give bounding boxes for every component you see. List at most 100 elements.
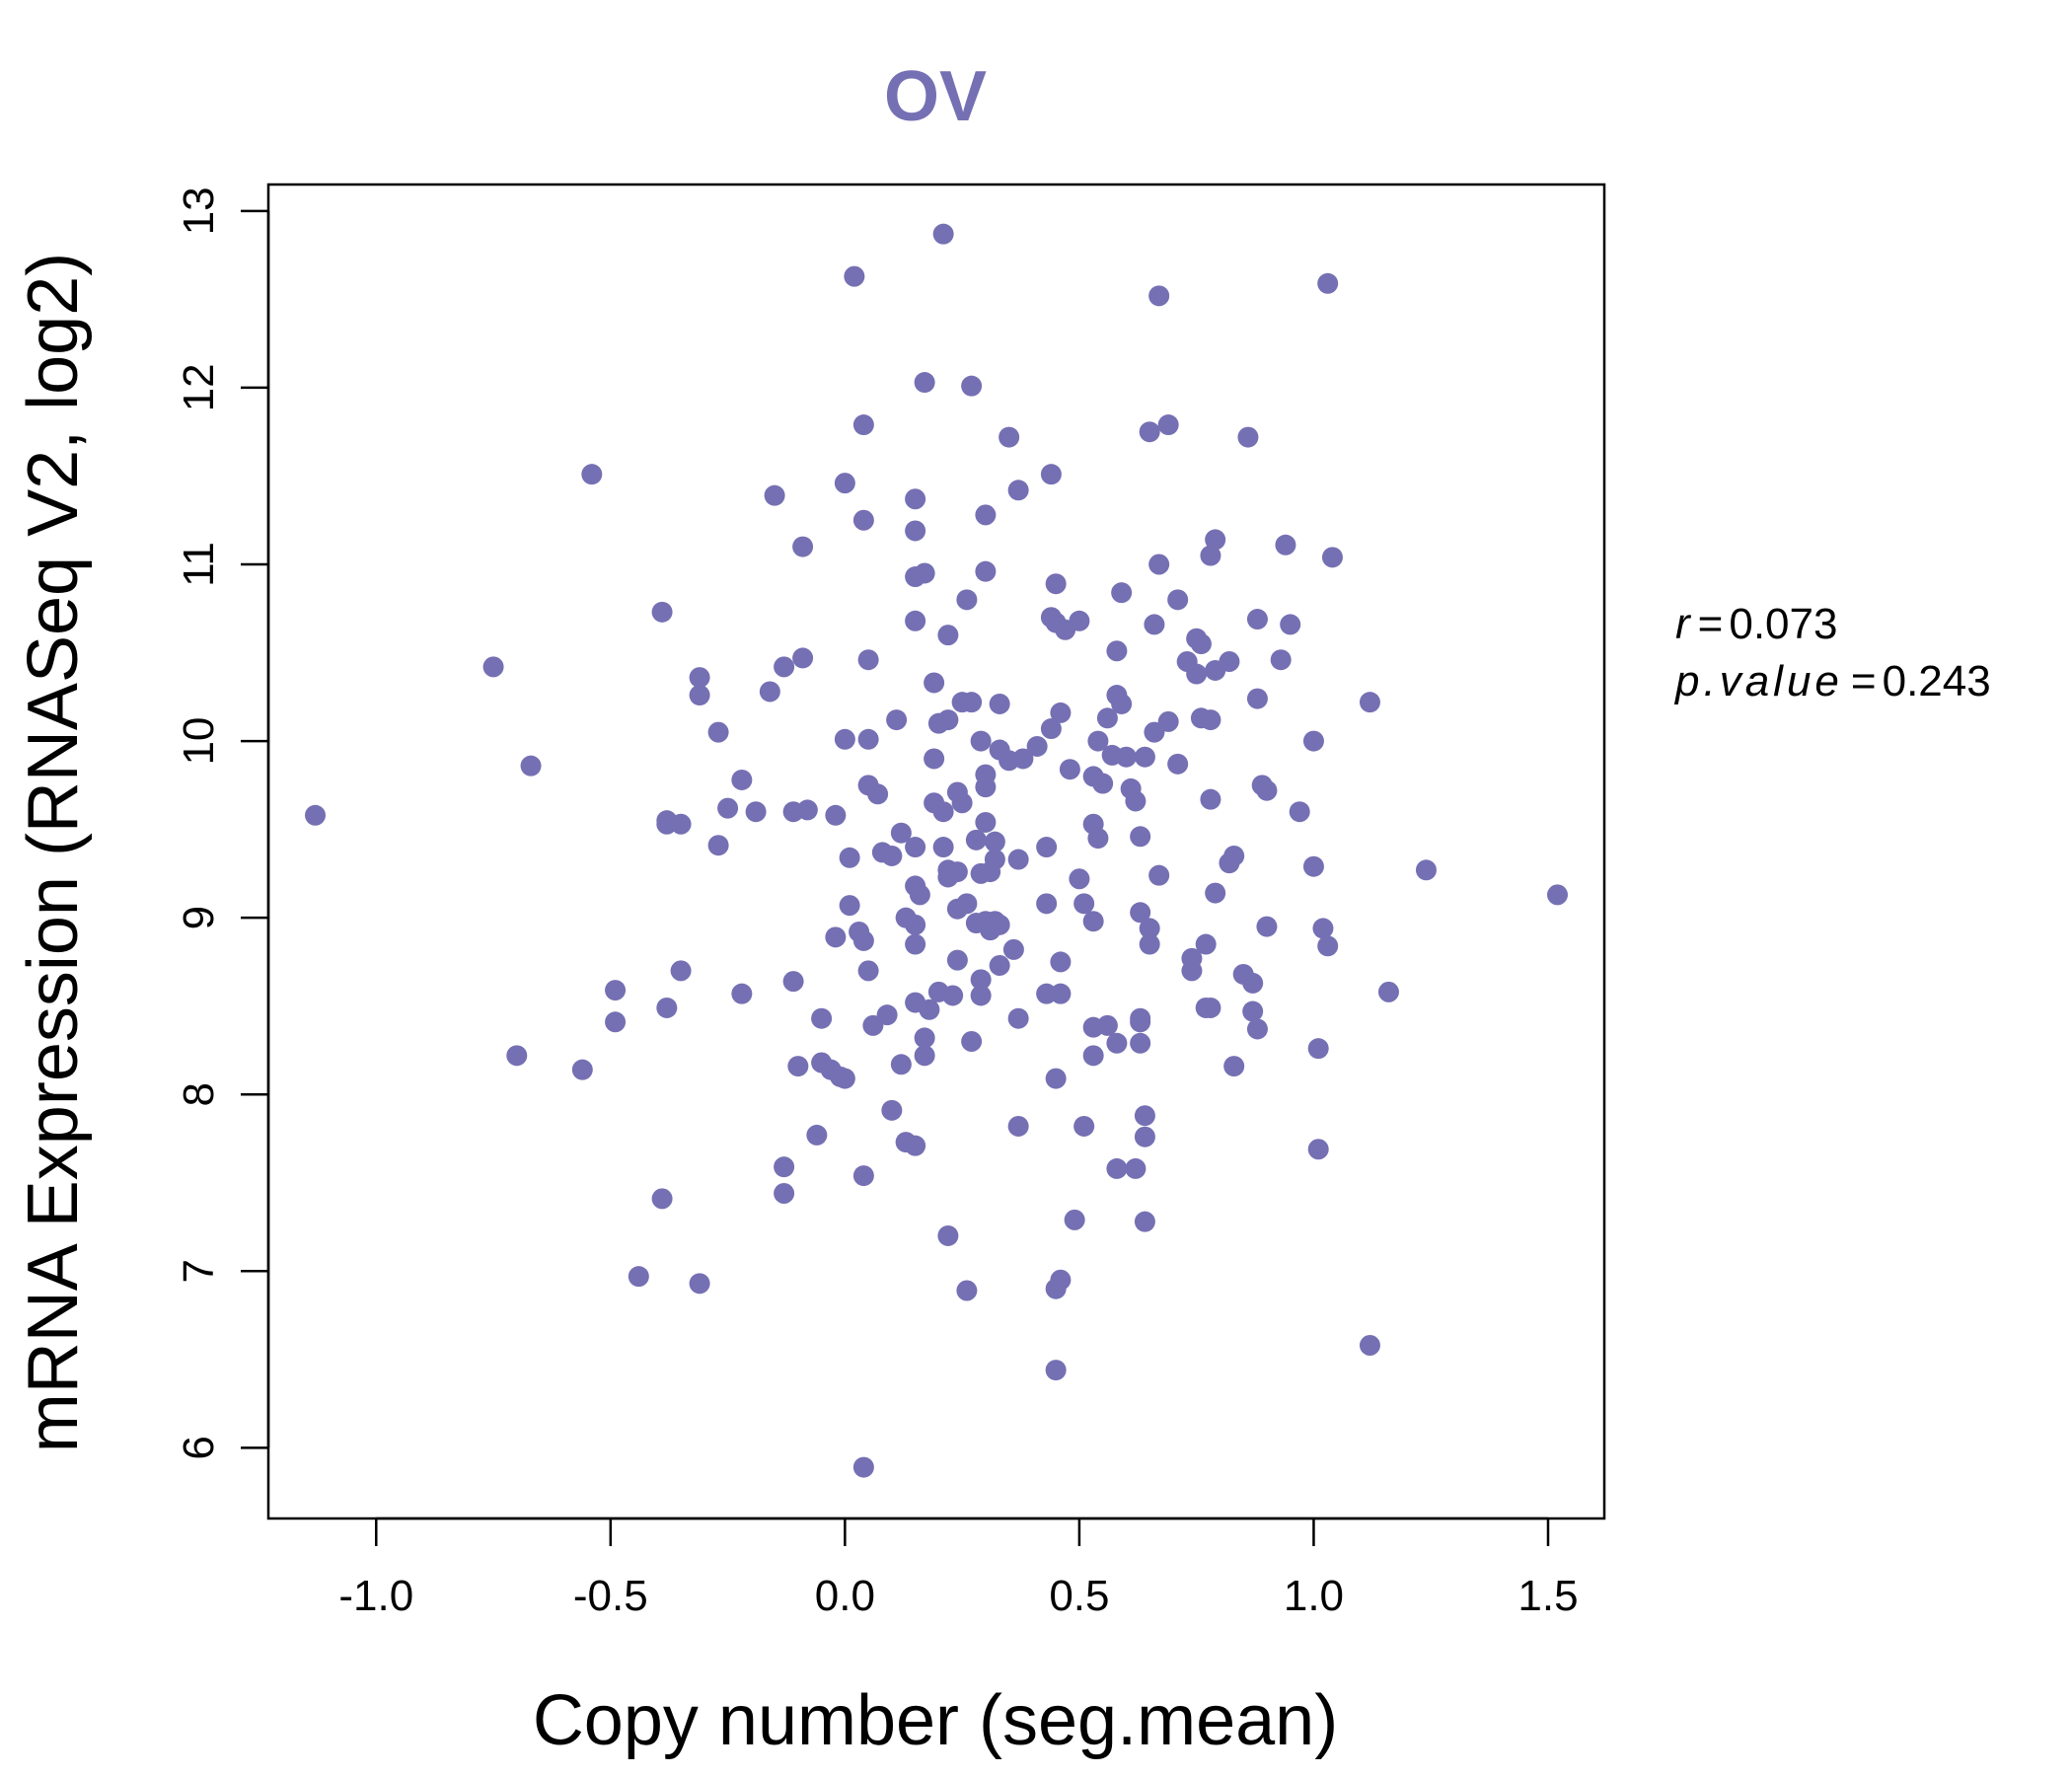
data-point: [1002, 938, 1024, 960]
data-point: [989, 693, 1010, 714]
data-point: [970, 730, 992, 752]
p-label: p.value: [1673, 657, 1843, 705]
data-point: [581, 464, 603, 485]
data-point: [506, 1045, 528, 1067]
data-point: [707, 835, 729, 856]
data-point: [1195, 933, 1217, 955]
data-point: [787, 1056, 809, 1077]
data-point: [1317, 272, 1339, 294]
data-point: [745, 801, 767, 823]
data-point: [975, 811, 997, 833]
data-point: [1270, 649, 1292, 671]
data-point: [1040, 718, 1062, 740]
data-point: [1415, 859, 1437, 881]
data-point: [670, 960, 692, 982]
data-point: [774, 1156, 795, 1178]
data-point: [834, 1068, 855, 1089]
data-point: [857, 960, 879, 982]
data-point: [520, 755, 542, 777]
data-point: [782, 971, 804, 993]
data-point: [1200, 545, 1221, 566]
data-point: [670, 813, 692, 835]
data-point: [1256, 916, 1278, 937]
data-point: [1045, 1278, 1067, 1299]
data-point: [482, 656, 504, 678]
data-point: [1186, 663, 1208, 685]
data-point: [811, 1007, 833, 1029]
data-point: [946, 949, 968, 971]
data-point: [1073, 893, 1095, 915]
data-point: [571, 1059, 593, 1080]
data-point: [1087, 828, 1109, 850]
y-tick-label: 8: [175, 1082, 223, 1106]
data-point: [1007, 1115, 1029, 1137]
x-axis: -1.0 -0.5 0.0 0.5 1.0 1.5: [338, 1517, 1579, 1620]
y-tick-label: 10: [175, 717, 223, 766]
data-point: [792, 536, 814, 557]
data-point: [1050, 702, 1072, 723]
svg-text:r=0.073: r = 0.073: [1675, 600, 1837, 648]
data-point: [905, 610, 926, 631]
data-point: [1106, 1032, 1128, 1054]
data-point: [1359, 1335, 1380, 1357]
data-point: [839, 895, 860, 917]
data-point: [305, 804, 327, 826]
y-tick-label: 9: [175, 906, 223, 929]
r-label: r: [1675, 600, 1692, 648]
data-point: [1106, 1157, 1128, 1179]
data-point: [1157, 414, 1179, 436]
data-point: [881, 845, 903, 866]
data-point: [1045, 1068, 1067, 1089]
data-point: [852, 929, 874, 951]
data-point: [839, 847, 860, 868]
data-point: [1148, 554, 1170, 575]
p-eq: =: [1851, 657, 1877, 705]
data-point: [1134, 1211, 1155, 1232]
data-point: [1223, 1056, 1245, 1077]
data-point: [1275, 534, 1296, 555]
data-point: [1092, 773, 1114, 794]
data-point: [1069, 868, 1090, 890]
data-point: [890, 1054, 912, 1075]
data-point: [656, 997, 678, 1018]
data-point: [905, 837, 926, 858]
data-point: [1059, 759, 1080, 780]
data-point: [1242, 972, 1264, 994]
data-point: [689, 667, 710, 689]
data-point: [961, 692, 983, 713]
x-tick-label: -0.5: [573, 1572, 648, 1620]
data-point: [1307, 1038, 1329, 1060]
data-point: [717, 797, 739, 819]
data-point: [1321, 547, 1343, 568]
data-point: [914, 1027, 935, 1049]
data-point: [852, 1165, 874, 1187]
data-point: [1111, 693, 1133, 714]
data-point: [1223, 845, 1245, 866]
data-point: [1045, 573, 1067, 595]
data-point: [1115, 746, 1137, 768]
data-point: [924, 672, 945, 694]
x-tick-label: 0.0: [815, 1572, 875, 1620]
r-value: 0.073: [1729, 600, 1837, 648]
data-point: [1246, 1018, 1268, 1040]
data-point: [1200, 709, 1221, 731]
data-point: [1157, 710, 1179, 732]
data-point: [834, 473, 855, 494]
data-point: [961, 375, 983, 397]
y-tick-label: 13: [175, 186, 223, 235]
data-point: [1007, 1007, 1029, 1029]
x-tick-label: 0.5: [1049, 1572, 1109, 1620]
p-value: 0.243: [1883, 657, 1991, 705]
data-point: [764, 484, 785, 506]
data-point: [951, 792, 973, 814]
data-point: [774, 656, 795, 678]
r-eq: =: [1698, 600, 1724, 648]
data-point: [914, 372, 935, 394]
data-point: [759, 681, 780, 703]
data-point: [1026, 735, 1048, 757]
data-point: [924, 748, 945, 770]
data-point: [914, 562, 935, 584]
data-point: [905, 520, 926, 542]
data-point: [1546, 884, 1568, 906]
